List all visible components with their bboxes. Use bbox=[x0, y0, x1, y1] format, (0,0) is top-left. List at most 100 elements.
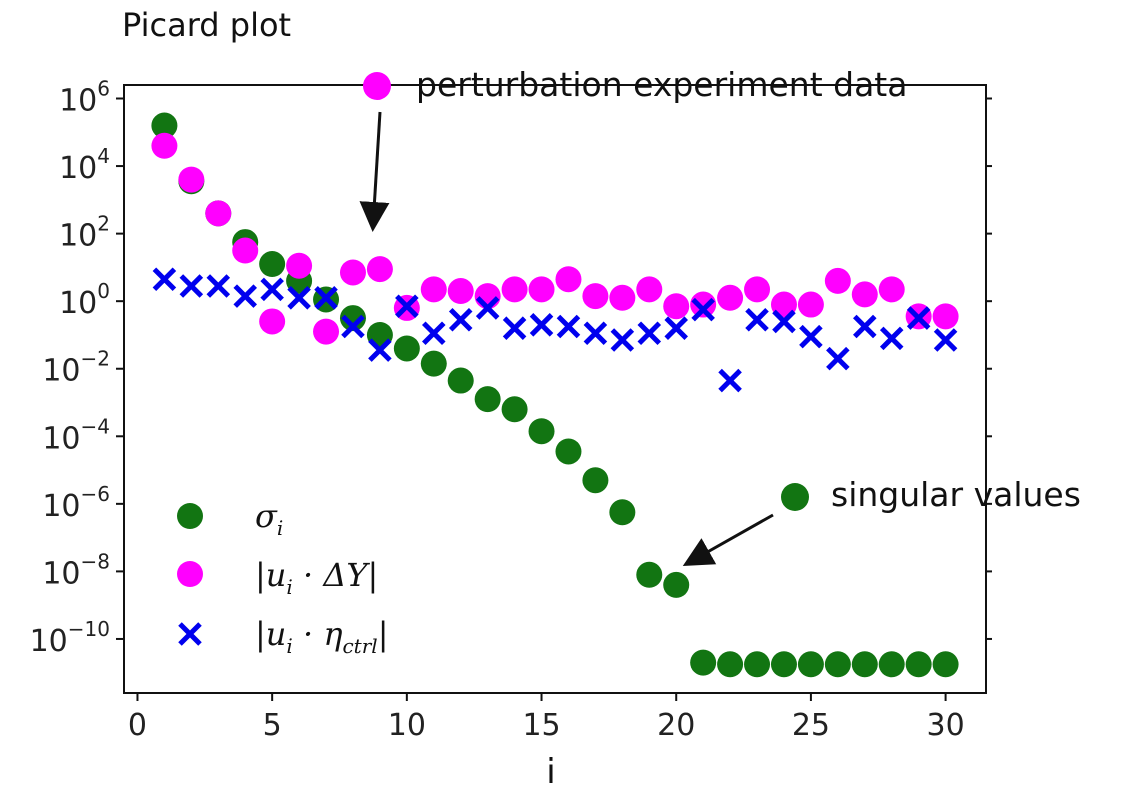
data-point bbox=[690, 291, 717, 318]
x-axis-ticks: 0 5 10 15 20 25 30 bbox=[128, 693, 965, 743]
data-point bbox=[501, 276, 528, 303]
y-tick-label: 10−6 bbox=[42, 482, 110, 524]
data-point bbox=[770, 651, 797, 678]
data-point bbox=[447, 278, 474, 305]
data-point bbox=[339, 305, 366, 332]
data-point bbox=[824, 267, 851, 294]
data-point bbox=[178, 166, 205, 193]
data-point bbox=[582, 283, 609, 310]
y-axis-ticks: 106 104 102 100 10−2 10−4 10−6 10−8 10−10 bbox=[30, 77, 992, 659]
data-point bbox=[824, 651, 851, 678]
data-point bbox=[797, 651, 824, 678]
data-point-x bbox=[772, 309, 796, 334]
annotation-singular-text: singular values bbox=[831, 475, 1081, 514]
data-point-x bbox=[556, 314, 581, 339]
x-tick-label: 10 bbox=[388, 708, 426, 743]
x-axis-label: i bbox=[546, 752, 555, 788]
data-point-x bbox=[287, 286, 311, 310]
data-point-x bbox=[368, 338, 392, 362]
data-point bbox=[797, 291, 824, 318]
legend-label-sigma: σi bbox=[255, 497, 283, 540]
data-point bbox=[151, 112, 178, 139]
data-point-x bbox=[529, 313, 554, 337]
data-point bbox=[663, 293, 690, 320]
series-2 bbox=[151, 132, 959, 345]
data-point bbox=[313, 318, 340, 345]
data-point-x bbox=[502, 316, 527, 340]
annotation-singular-arrow bbox=[682, 513, 774, 566]
x-tick-label: 0 bbox=[128, 708, 147, 743]
data-point bbox=[366, 256, 393, 283]
data-point bbox=[878, 651, 905, 678]
x-tick-label: 15 bbox=[522, 708, 560, 743]
data-point bbox=[151, 132, 178, 159]
data-point bbox=[528, 276, 555, 303]
y-tick-label: 106 bbox=[59, 77, 110, 119]
x-tick-label: 25 bbox=[792, 708, 830, 743]
y-tick-label: 10−2 bbox=[42, 347, 110, 389]
data-point bbox=[770, 291, 797, 318]
data-point-x bbox=[933, 328, 958, 352]
y-tick-label: 100 bbox=[59, 279, 110, 321]
data-point-x bbox=[664, 316, 688, 340]
data-point-x bbox=[475, 296, 500, 320]
y-tick-label: 10−4 bbox=[42, 414, 110, 456]
data-point bbox=[555, 438, 582, 465]
data-point bbox=[905, 651, 932, 678]
data-point bbox=[582, 467, 609, 494]
data-point bbox=[393, 335, 420, 362]
annotation-singular: singular values bbox=[682, 475, 1081, 566]
data-point-x bbox=[718, 368, 742, 393]
data-point bbox=[636, 561, 663, 588]
legend-label-ueta: |ui · ηctrl| bbox=[255, 615, 388, 658]
data-point bbox=[474, 386, 501, 413]
data-point-x bbox=[206, 274, 231, 298]
annotation-perturbation-marker bbox=[363, 72, 391, 100]
data-point-x bbox=[691, 297, 715, 322]
data-point-x bbox=[583, 321, 608, 346]
annotation-perturbation-arrow bbox=[359, 111, 390, 232]
series-1 bbox=[151, 112, 959, 678]
data-point bbox=[420, 350, 447, 377]
data-point bbox=[447, 367, 474, 394]
data-point-x bbox=[448, 307, 473, 332]
data-point bbox=[259, 251, 286, 278]
data-point bbox=[501, 396, 528, 423]
data-point bbox=[851, 281, 878, 308]
data-point bbox=[878, 276, 905, 303]
series-3 bbox=[152, 267, 958, 393]
data-point bbox=[744, 276, 771, 303]
data-point-x bbox=[233, 284, 257, 308]
annotation-singular-marker bbox=[781, 483, 809, 511]
data-point-x bbox=[179, 274, 204, 298]
data-point bbox=[744, 651, 771, 678]
data-point-x bbox=[637, 321, 662, 346]
data-point bbox=[232, 237, 259, 264]
data-point-x bbox=[745, 307, 769, 332]
legend: σi |ui · ΔY| |ui · ηctrl| bbox=[177, 497, 388, 658]
series-layer bbox=[151, 112, 959, 678]
data-point-x bbox=[906, 306, 931, 330]
data-point bbox=[555, 266, 582, 293]
data-point-x bbox=[314, 286, 338, 310]
data-point-x bbox=[826, 346, 850, 371]
data-point-x bbox=[610, 328, 635, 352]
plot-frame bbox=[123, 84, 987, 694]
data-point-x bbox=[260, 277, 284, 302]
data-point-x bbox=[152, 267, 177, 291]
data-point-x bbox=[422, 321, 446, 346]
data-point bbox=[609, 499, 636, 526]
chart-title: Picard plot bbox=[122, 6, 291, 44]
data-point bbox=[636, 276, 663, 303]
data-point bbox=[259, 308, 286, 335]
data-point bbox=[420, 276, 447, 303]
data-point bbox=[932, 651, 959, 678]
data-point bbox=[690, 649, 717, 676]
annotation-perturbation-text: perturbation experiment data bbox=[416, 65, 907, 104]
x-tick-label: 20 bbox=[657, 708, 695, 743]
data-point bbox=[205, 200, 232, 227]
y-tick-label: 104 bbox=[59, 144, 110, 186]
data-point bbox=[609, 284, 636, 311]
x-tick-label: 30 bbox=[927, 708, 965, 743]
data-point bbox=[717, 284, 744, 311]
